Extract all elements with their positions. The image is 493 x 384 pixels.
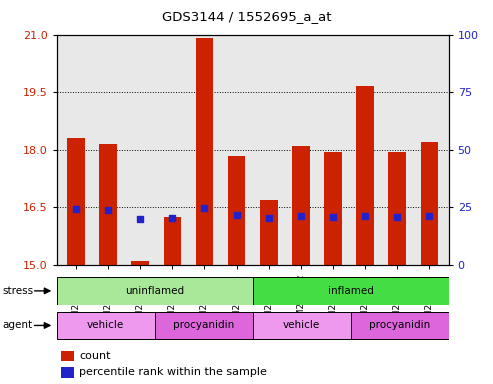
Bar (324, 152, 342, 265)
Bar (421, 142, 438, 265)
Bar (260, 200, 278, 265)
Bar (155, 312, 253, 339)
Point (169, 215, 176, 221)
Point (361, 213, 369, 219)
Text: vehicle: vehicle (283, 320, 320, 331)
Text: stress: stress (2, 286, 34, 296)
Text: vehicle: vehicle (87, 320, 124, 331)
Bar (57, 277, 252, 305)
Bar (196, 38, 213, 265)
Bar (57, 312, 155, 339)
Bar (351, 312, 449, 339)
Point (72, 206, 80, 212)
Text: uninflamed: uninflamed (125, 286, 184, 296)
Bar (356, 86, 374, 265)
Bar (164, 217, 181, 265)
Text: inflamed: inflamed (328, 286, 374, 296)
Text: procyanidin: procyanidin (369, 320, 430, 331)
Bar (132, 261, 149, 265)
Point (425, 213, 433, 219)
Bar (228, 156, 246, 265)
Bar (292, 146, 310, 265)
Text: GDS3144 / 1552695_a_at: GDS3144 / 1552695_a_at (162, 10, 331, 23)
Bar (252, 277, 449, 305)
Text: procyanidin: procyanidin (173, 320, 234, 331)
Bar (388, 152, 406, 265)
Point (136, 216, 144, 222)
Bar (252, 312, 351, 339)
Point (297, 213, 305, 219)
Point (104, 207, 112, 213)
Text: agent: agent (2, 320, 33, 331)
Point (393, 214, 401, 220)
Text: count: count (79, 351, 111, 361)
Point (265, 215, 273, 221)
Bar (61, 351, 74, 361)
Bar (67, 138, 85, 265)
Point (201, 205, 209, 211)
Point (329, 214, 337, 220)
Text: percentile rank within the sample: percentile rank within the sample (79, 367, 267, 377)
Bar (61, 367, 74, 377)
Point (233, 212, 241, 218)
Bar (99, 144, 117, 265)
